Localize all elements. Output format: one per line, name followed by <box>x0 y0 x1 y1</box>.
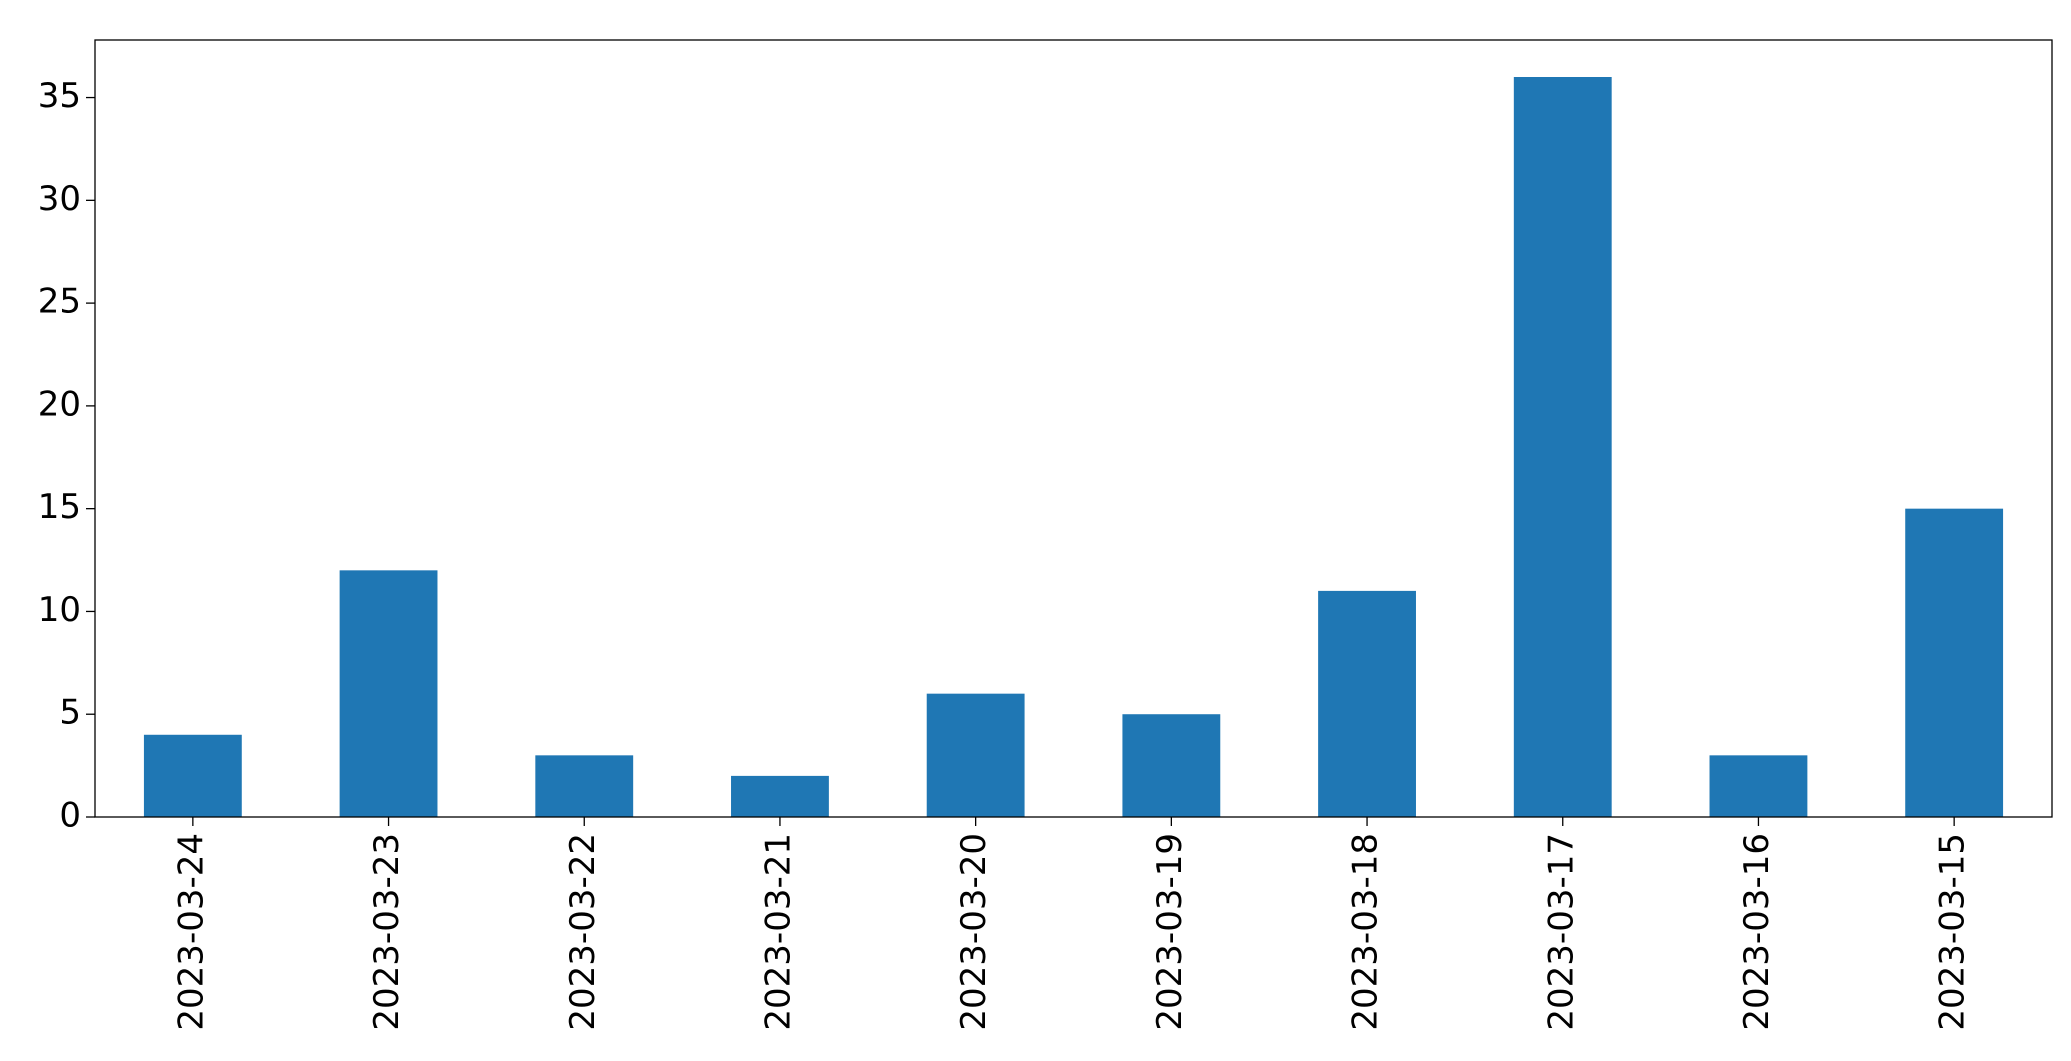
bar <box>535 755 634 817</box>
bar <box>731 775 829 817</box>
x-tick-label: 2023-03-23 <box>367 833 407 1031</box>
y-tick-label: 30 <box>38 179 81 219</box>
y-tick-label: 15 <box>38 487 81 527</box>
y-tick-label: 25 <box>38 282 81 322</box>
x-tick-label: 2023-03-16 <box>1737 833 1777 1031</box>
bar <box>1122 714 1221 817</box>
x-tick-label: 2023-03-24 <box>171 833 211 1031</box>
x-tick-label: 2023-03-17 <box>1541 833 1581 1031</box>
plot-frame <box>94 39 2053 818</box>
bar <box>926 693 1025 817</box>
y-tick-label: 20 <box>38 384 81 424</box>
y-tick-label: 0 <box>59 796 81 836</box>
x-tick-label: 2023-03-18 <box>1346 833 1386 1031</box>
bar <box>339 570 438 817</box>
bar <box>1318 590 1416 817</box>
bar <box>1513 77 1612 817</box>
y-tick-label: 35 <box>38 76 81 116</box>
bar <box>143 734 242 817</box>
bar <box>1709 755 1808 817</box>
x-tick-label: 2023-03-22 <box>563 833 603 1031</box>
bar <box>1905 508 2004 817</box>
x-tick-label: 2023-03-15 <box>1933 833 1973 1031</box>
x-tick-label: 2023-03-20 <box>954 833 994 1031</box>
x-tick-label: 2023-03-19 <box>1150 833 1190 1031</box>
y-tick-label: 5 <box>59 693 81 733</box>
y-tick-label: 10 <box>38 590 81 630</box>
x-tick-label: 2023-03-21 <box>758 833 798 1031</box>
